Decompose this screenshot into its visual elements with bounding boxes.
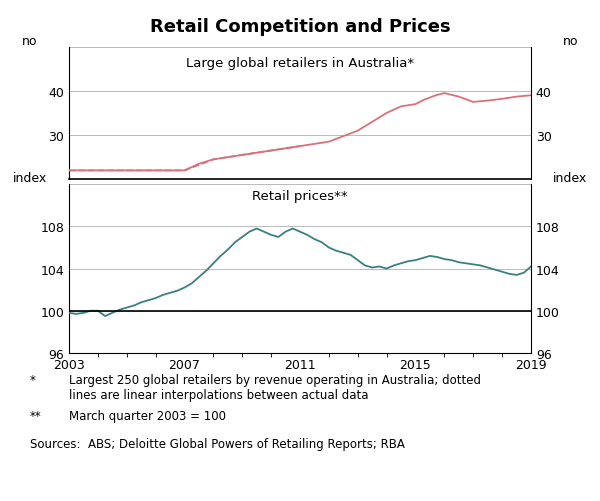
Text: Largest 250 global retailers by revenue operating in Australia; dotted
lines are: Largest 250 global retailers by revenue … — [69, 373, 481, 401]
Text: Sources:  ABS; Deloitte Global Powers of Retailing Reports; RBA: Sources: ABS; Deloitte Global Powers of … — [30, 437, 405, 450]
Text: index: index — [553, 172, 587, 185]
Text: *: * — [30, 373, 36, 386]
Text: index: index — [13, 172, 47, 185]
Text: **: ** — [30, 409, 42, 422]
Text: Large global retailers in Australia*: Large global retailers in Australia* — [186, 57, 414, 70]
Text: Retail Competition and Prices: Retail Competition and Prices — [149, 18, 451, 36]
Text: Retail prices**: Retail prices** — [252, 190, 348, 203]
Text: no: no — [563, 35, 578, 48]
Text: March quarter 2003 = 100: March quarter 2003 = 100 — [69, 409, 226, 422]
Text: no: no — [22, 35, 37, 48]
